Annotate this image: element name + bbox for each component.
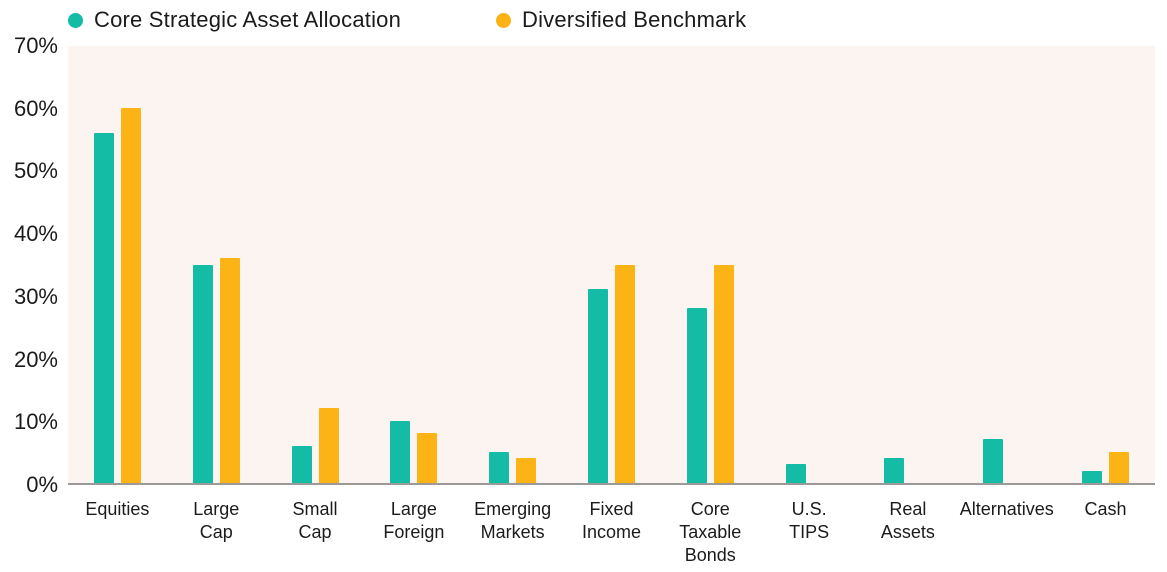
y-axis-labels: 70% 60% 50% 40% 30% 20% 10% 0%	[0, 0, 58, 572]
bar-equities-diversified-benchmark	[120, 108, 141, 483]
bar-large-foreign-core-strategic-asset-allocation	[390, 420, 411, 483]
bar-group-cash	[1056, 46, 1155, 483]
y-tick-label: 50%	[13, 158, 58, 184]
legend-item-benchmark: Diversified Benchmark	[496, 6, 746, 34]
x-axis-label-large-cap: Large Cap	[193, 499, 240, 542]
bar-group-alternatives	[957, 46, 1056, 483]
bar-emerging-markets-core-strategic-asset-allocation	[489, 451, 510, 483]
bar-cash-diversified-benchmark	[1109, 451, 1130, 483]
bar-small-cap-core-strategic-asset-allocation	[291, 445, 312, 483]
y-tick-label: 70%	[13, 33, 58, 58]
legend-item-core: Core Strategic Asset Allocation	[68, 6, 401, 34]
plot-area	[68, 46, 1155, 485]
x-axis-label-real-assets: Real Assets	[880, 499, 935, 542]
x-axis-label-u-s-tips: U.S. TIPS	[789, 499, 830, 542]
bar-large-cap-diversified-benchmark	[219, 258, 240, 483]
y-tick-label: 20%	[13, 346, 58, 372]
bar-fixed-income-diversified-benchmark	[614, 264, 635, 483]
bar-fixed-income-core-strategic-asset-allocation	[587, 289, 608, 483]
legend-benchmark-label: Diversified Benchmark	[522, 7, 747, 32]
bar-group-large-cap	[167, 46, 266, 483]
x-axis-label-cash: Cash	[1084, 499, 1127, 519]
x-axis-label-equities: Equities	[85, 499, 150, 519]
x-axis-label-large-foreign: Large Foreign	[383, 499, 445, 542]
bar-group-fixed-income	[562, 46, 661, 483]
x-axis-label-fixed-income: Fixed Income	[581, 499, 641, 542]
legend-benchmark-dot-icon	[496, 12, 511, 28]
bar-group-emerging-markets	[463, 46, 562, 483]
bar-alternatives-core-strategic-asset-allocation	[983, 439, 1004, 483]
bar-group-large-foreign	[364, 46, 463, 483]
y-tick-label: 40%	[13, 221, 58, 247]
bar-core-taxable-bonds-diversified-benchmark	[713, 264, 734, 483]
bar-group-small-cap	[266, 46, 365, 483]
bar-group-core-taxable-bonds	[661, 46, 760, 483]
bar-group-equities	[68, 46, 167, 483]
legend-core-label: Core Strategic Asset Allocation	[94, 7, 402, 32]
y-tick-label: 10%	[13, 409, 58, 435]
y-tick-label: 30%	[13, 283, 58, 309]
bar-u-s-tips-core-strategic-asset-allocation	[785, 464, 806, 483]
bar-real-assets-core-strategic-asset-allocation	[884, 458, 905, 483]
bar-equities-core-strategic-asset-allocation	[93, 133, 114, 483]
y-tick-label: 0%	[26, 472, 58, 497]
bar-small-cap-diversified-benchmark	[318, 408, 339, 483]
x-axis-label-emerging-markets: Emerging Markets	[474, 499, 552, 542]
legend-core-dot-icon	[68, 12, 83, 28]
y-tick-label: 60%	[13, 95, 58, 121]
x-axis-label-alternatives: Alternatives	[959, 499, 1054, 519]
bar-group-u-s-tips	[760, 46, 859, 483]
bar-emerging-markets-diversified-benchmark	[516, 458, 537, 483]
bar-large-cap-core-strategic-asset-allocation	[192, 264, 213, 483]
x-axis-label-core-taxable-bonds: Core Taxable Bonds	[679, 499, 742, 565]
bar-large-foreign-diversified-benchmark	[417, 433, 438, 483]
x-axis-labels: Equities Large Cap Small Cap Large Foreign E…	[68, 498, 1155, 567]
bar-core-taxable-bonds-core-strategic-asset-allocation	[686, 308, 707, 483]
bar-group-real-assets	[859, 46, 958, 483]
bar-cash-core-strategic-asset-allocation	[1082, 470, 1103, 483]
x-axis-label-small-cap: Small Cap	[292, 499, 338, 542]
